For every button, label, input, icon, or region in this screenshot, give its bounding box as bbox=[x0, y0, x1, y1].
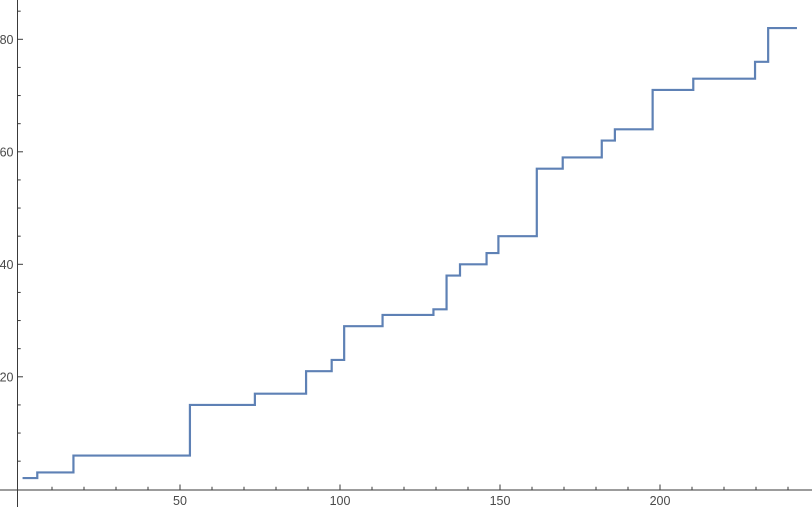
x-tick-label: 100 bbox=[330, 494, 351, 508]
x-tick-label: 200 bbox=[650, 494, 671, 508]
x-tick-label: 150 bbox=[490, 494, 511, 508]
step-series-path bbox=[22, 26, 797, 480]
x-tick-label: 50 bbox=[173, 494, 187, 508]
y-tick-label: 80 bbox=[0, 33, 14, 47]
y-tick-label: 60 bbox=[0, 145, 14, 159]
y-tick-label: 40 bbox=[0, 258, 14, 272]
y-tick-label: 20 bbox=[0, 370, 14, 384]
